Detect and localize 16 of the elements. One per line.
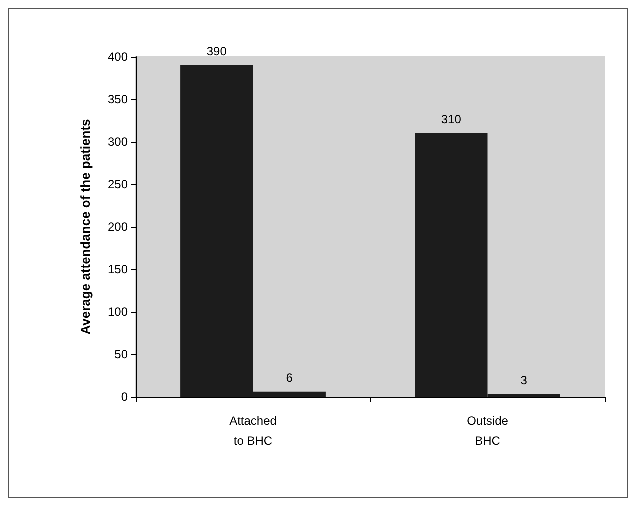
y-tick-label: 250: [108, 178, 128, 192]
data-label: 3: [520, 373, 528, 388]
x-tick-label: Attached to BHC: [230, 414, 277, 448]
y-tick-label: 100: [108, 305, 128, 319]
y-tick-label: 350: [108, 92, 128, 106]
y-tick-label: 400: [108, 50, 128, 64]
y-tick-label: 50: [114, 348, 128, 362]
y-axis-title: Average attendance of the patients: [78, 119, 93, 335]
data-label: 310: [441, 112, 462, 126]
data-label: 390: [206, 44, 228, 58]
data-label: 6: [286, 370, 294, 385]
y-tick-label: 200: [108, 220, 128, 234]
y-tick-label: 150: [108, 262, 128, 276]
y-tick-label: 0: [121, 390, 128, 404]
y-tick-label: 300: [108, 135, 128, 149]
x-tick-label: Outside BHC: [467, 414, 509, 448]
